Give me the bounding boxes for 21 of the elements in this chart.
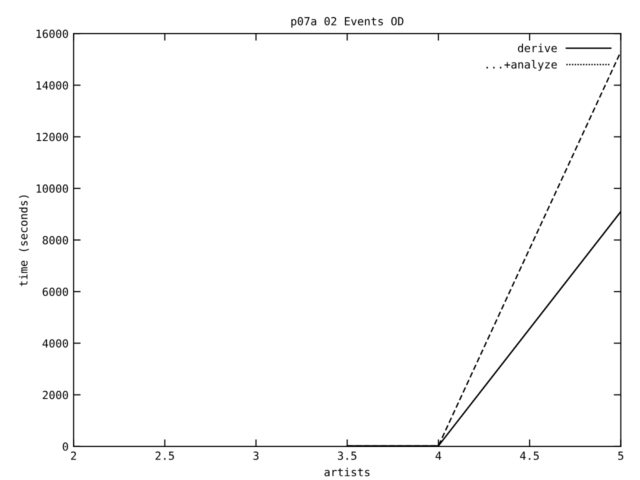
y-tick-label: 10000 <box>36 184 68 193</box>
y-tick-label: 8000 <box>42 236 68 244</box>
chart-title: p07a 02 Events OD <box>291 17 404 28</box>
x-tick-label: 2 <box>71 452 76 460</box>
x-tick-label: 4.5 <box>520 452 539 460</box>
legend-label: derive <box>518 44 557 52</box>
y-tick-label: 4000 <box>42 339 68 348</box>
y-tick-label: 14000 <box>36 81 68 90</box>
y-tick-label: 16000 <box>36 30 68 38</box>
y-tick-label: 2000 <box>42 390 68 400</box>
x-tick-label: 5 <box>618 452 624 460</box>
x-tick-label: 3 <box>253 452 259 460</box>
y-tick-label: 0 <box>62 442 68 451</box>
legend-label: ...+analyze <box>486 60 557 71</box>
y-axis-title: time (seconds) <box>18 195 29 286</box>
y-tick-label: 12000 <box>36 132 68 142</box>
x-tick-label: 3.5 <box>338 452 356 460</box>
x-axis-title: artists <box>324 468 370 476</box>
y-tick-label: 6000 <box>42 288 68 296</box>
x-tick-label: 4 <box>436 452 442 460</box>
x-tick-label: 2.5 <box>156 452 174 460</box>
